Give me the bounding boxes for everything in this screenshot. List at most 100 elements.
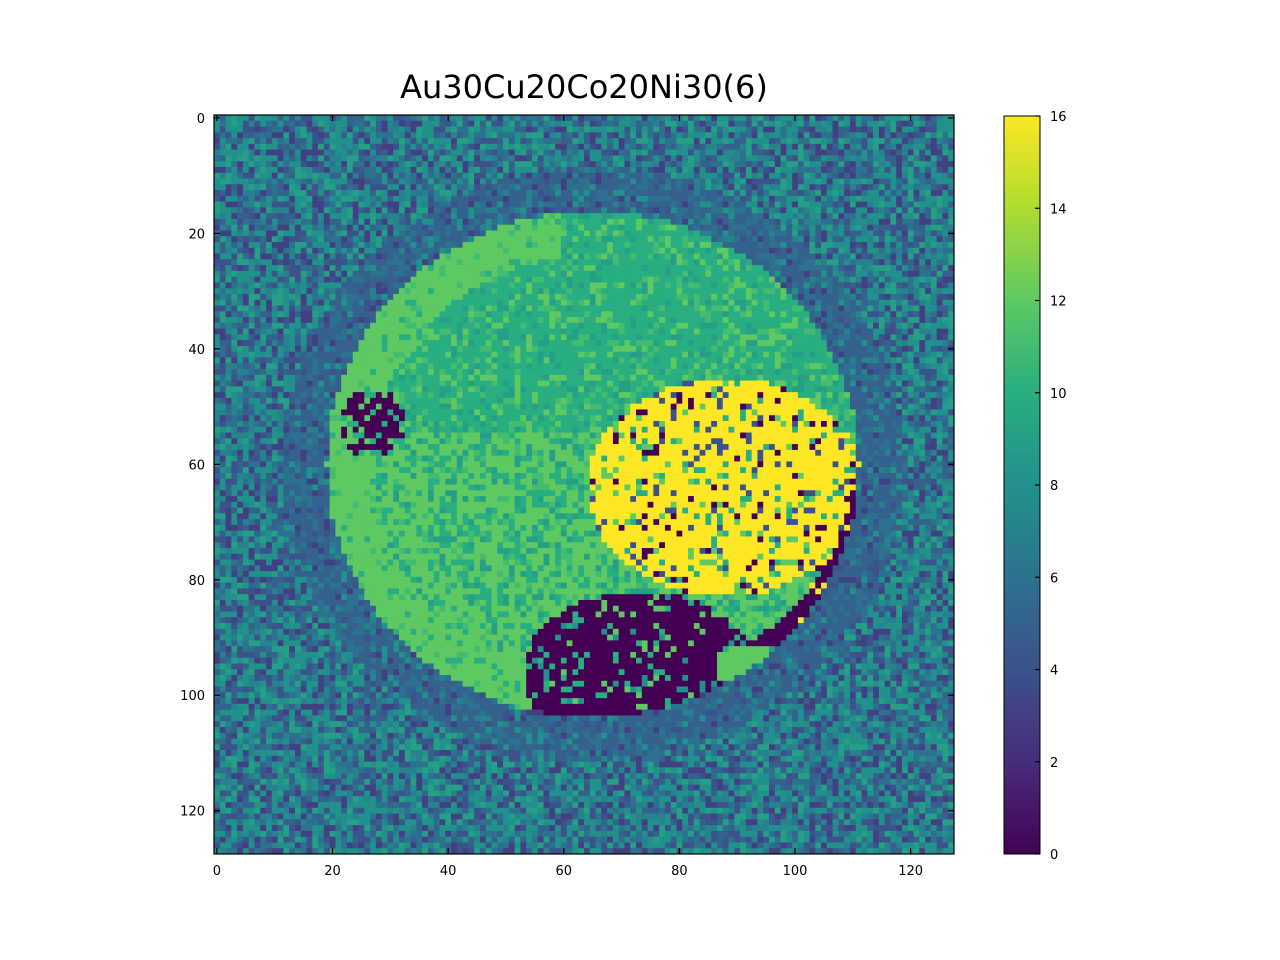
- heatmap-cell: [682, 143, 689, 151]
- heatmap-cell: [664, 184, 672, 191]
- heatmap-cell: [277, 115, 284, 122]
- heatmap-cell: [751, 132, 758, 139]
- heatmap-cell: [688, 115, 695, 122]
- heatmap-cell: [849, 218, 857, 226]
- heatmap-cell: [878, 276, 886, 283]
- heatmap-cell: [439, 299, 446, 306]
- heatmap-cell: [231, 207, 238, 214]
- heatmap-cell: [786, 213, 793, 220]
- heatmap-cell: [890, 288, 897, 295]
- heatmap-cell: [861, 242, 868, 249]
- heatmap-cell: [589, 218, 596, 226]
- heatmap-cell: [404, 322, 411, 330]
- heatmap-cell: [849, 149, 857, 156]
- heatmap-cell: [919, 184, 926, 191]
- heatmap-cell: [716, 242, 724, 249]
- heatmap-cell: [341, 322, 348, 330]
- heatmap-cell: [456, 311, 463, 318]
- heatmap-cell: [266, 253, 273, 260]
- heatmap-cell: [786, 132, 793, 139]
- heatmap-cell: [329, 195, 336, 202]
- heatmap-cell: [456, 236, 463, 243]
- heatmap-cell: [387, 207, 394, 214]
- heatmap-cell: [705, 242, 712, 249]
- heatmap-cell: [410, 293, 417, 301]
- heatmap-cell: [821, 305, 828, 312]
- heatmap-cell: [572, 115, 579, 122]
- heatmap-cell: [896, 242, 903, 249]
- heatmap-cell: [774, 126, 781, 133]
- heatmap-cell: [844, 149, 851, 156]
- heatmap-cell: [387, 218, 394, 226]
- heatmap-cell: [855, 138, 862, 145]
- heatmap-cell: [641, 288, 648, 295]
- heatmap-cell: [780, 190, 787, 197]
- heatmap-cell: [849, 207, 857, 214]
- heatmap-cell: [653, 282, 660, 289]
- heatmap-cell: [815, 201, 822, 208]
- heatmap-cell: [711, 138, 718, 145]
- heatmap-cell: [769, 253, 776, 260]
- heatmap-cell: [745, 299, 753, 306]
- heatmap-cell: [358, 172, 365, 179]
- heatmap-cell: [832, 311, 839, 318]
- heatmap-cell: [809, 126, 816, 133]
- heatmap-cell: [913, 143, 920, 151]
- heatmap-cell: [526, 138, 533, 145]
- heatmap-cell: [584, 207, 591, 214]
- heatmap-cell: [821, 172, 828, 179]
- heatmap-cell: [838, 236, 845, 243]
- heatmap-cell: [387, 195, 394, 202]
- heatmap-cell: [543, 138, 550, 145]
- heatmap-cell: [456, 230, 463, 237]
- heatmap-cell: [913, 126, 920, 133]
- heatmap-cell: [306, 178, 313, 185]
- heatmap-cell: [294, 305, 302, 312]
- heatmap-cell: [578, 138, 585, 145]
- heatmap-cell: [266, 224, 273, 231]
- heatmap-cell: [219, 299, 226, 306]
- heatmap-cell: [491, 265, 498, 272]
- heatmap-cell: [214, 253, 221, 260]
- heatmap-cell: [508, 195, 516, 202]
- heatmap-cell: [549, 166, 556, 174]
- heatmap-cell: [474, 172, 481, 179]
- heatmap-cell: [318, 270, 325, 278]
- heatmap-cell: [716, 143, 724, 151]
- heatmap-cell: [641, 218, 648, 226]
- heatmap-cell: [555, 138, 562, 145]
- heatmap-cell: [792, 322, 799, 330]
- heatmap-cell: [607, 265, 614, 272]
- heatmap-cell: [849, 195, 857, 202]
- heatmap-cell: [439, 317, 446, 324]
- heatmap-cell: [867, 213, 874, 220]
- heatmap-cell: [630, 120, 637, 127]
- heatmap-cell: [306, 293, 313, 301]
- heatmap-cell: [849, 224, 857, 231]
- heatmap-cell: [595, 213, 602, 220]
- heatmap-cell: [404, 218, 411, 226]
- heatmap-cell: [560, 172, 568, 179]
- heatmap-cell: [271, 115, 278, 122]
- heatmap-cell: [919, 218, 926, 226]
- heatmap-cell: [815, 328, 822, 335]
- heatmap-cell: [508, 138, 516, 145]
- heatmap-cell: [670, 334, 677, 341]
- heatmap-cell: [734, 126, 741, 133]
- heatmap-cell: [508, 172, 516, 179]
- heatmap-cell: [549, 155, 556, 162]
- heatmap-cell: [942, 172, 949, 179]
- heatmap-cell: [936, 161, 943, 168]
- heatmap-cell: [549, 334, 556, 341]
- heatmap-cell: [323, 166, 331, 174]
- heatmap-cell: [566, 115, 573, 122]
- heatmap-cell: [821, 115, 828, 122]
- heatmap-cell: [705, 143, 712, 151]
- heatmap-cell: [907, 259, 914, 266]
- heatmap-cell: [821, 270, 828, 278]
- heatmap-cell: [393, 270, 400, 278]
- heatmap-cell: [936, 305, 943, 312]
- heatmap-cell: [526, 282, 533, 289]
- heatmap-cell: [497, 184, 504, 191]
- heatmap-cell: [352, 143, 359, 151]
